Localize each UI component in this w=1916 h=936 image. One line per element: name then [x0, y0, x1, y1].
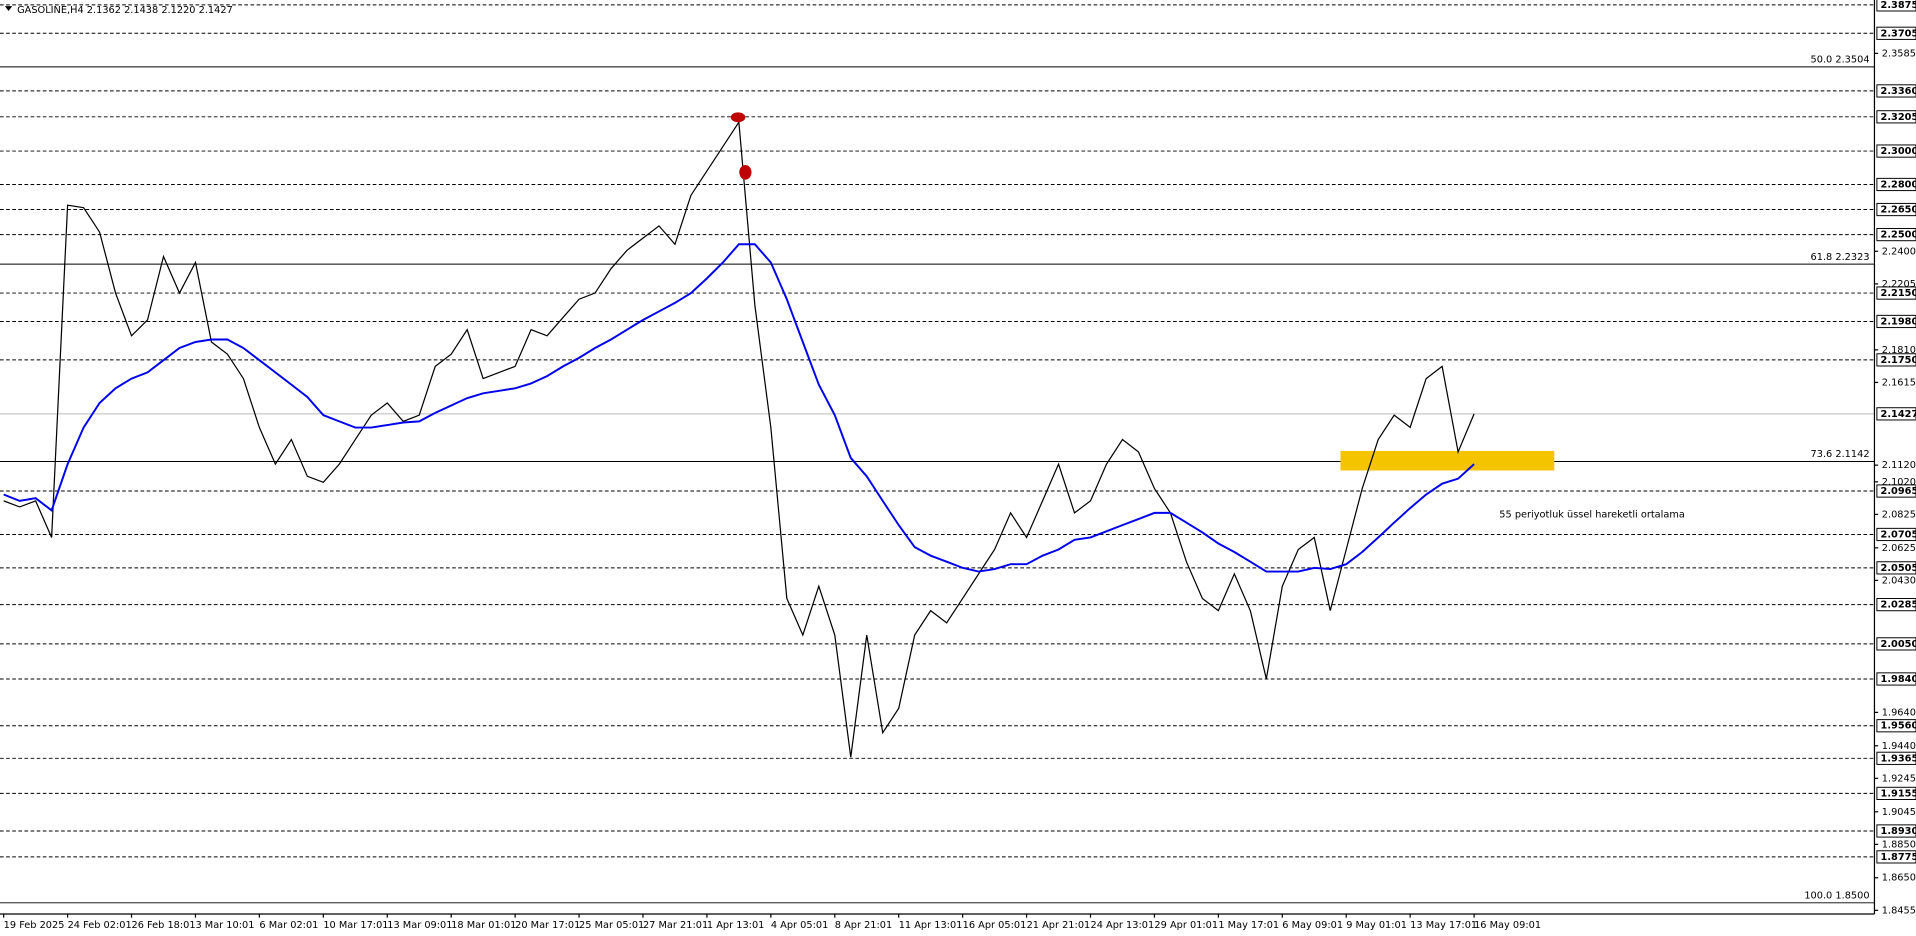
- x-tick-label: 18 Mar 01:01: [451, 920, 516, 931]
- y-tick-label: 1.8455: [1882, 905, 1916, 916]
- level-label: 2.0050: [1881, 639, 1916, 650]
- x-tick-label: 3 Mar 10:01: [195, 920, 254, 931]
- x-tick-label: 20 Mar 17:01: [515, 920, 580, 931]
- level-label: 2.0285: [1881, 600, 1916, 611]
- level-label: 2.3000: [1881, 146, 1916, 157]
- y-tick-label: 2.1120: [1882, 460, 1916, 471]
- y-tick-label: 1.9245: [1882, 773, 1916, 784]
- x-tick-label: 21 Apr 21:01: [1027, 920, 1091, 931]
- x-tick-label: 8 Apr 21:01: [835, 920, 892, 931]
- y-tick-label: 2.1810: [1882, 345, 1916, 356]
- fib-label: 61.8 2.2323: [1811, 252, 1870, 263]
- y-tick-label: 1.9640: [1882, 707, 1916, 718]
- level-label: 1.9365: [1881, 753, 1916, 764]
- level-label: 2.2650: [1881, 205, 1916, 216]
- x-tick-label: 24 Apr 13:01: [1091, 920, 1155, 931]
- y-tick-label: 2.2205: [1882, 279, 1916, 290]
- x-tick-label: 26 Feb 18:01: [132, 920, 196, 931]
- series-annotation: 55 periyotluk üssel hareketli ortalama: [1499, 509, 1685, 520]
- y-tick-label: 2.2400: [1882, 246, 1916, 257]
- x-tick-label: 11 Apr 13:01: [899, 920, 963, 931]
- level-label: 2.3360: [1881, 86, 1916, 97]
- current-price-label: 2.1427: [1881, 409, 1916, 420]
- highlight-zone: [1340, 450, 1555, 471]
- y-tick-label: 2.0430: [1882, 575, 1916, 586]
- level-label: 2.1750: [1881, 355, 1916, 366]
- marker: [739, 164, 752, 180]
- level-label: 1.8775: [1881, 852, 1916, 863]
- level-label: 2.2800: [1881, 179, 1916, 190]
- y-tick-label: 2.1615: [1882, 377, 1916, 388]
- level-label: 2.0505: [1881, 563, 1916, 574]
- y-tick-label: 2.0625: [1882, 543, 1916, 554]
- level-label: 2.0965: [1881, 486, 1916, 497]
- level-label: 1.8930: [1881, 826, 1916, 837]
- level-label: 2.0705: [1881, 529, 1916, 540]
- x-tick-label: 10 Mar 17:01: [323, 920, 388, 931]
- x-tick-label: 9 May 01:01: [1346, 920, 1407, 931]
- x-tick-label: 24 Feb 02:01: [68, 920, 132, 931]
- levels-layer: 50.0 2.3504 61.8 2.2323 73.6 2.1142 100.0 1…: [0, 4, 1875, 904]
- x-tick-label: 13 May 17:01: [1410, 920, 1477, 931]
- x-tick-label: 25 Mar 05:01: [579, 920, 644, 931]
- ema-line: [3, 243, 1475, 573]
- x-tick-label: 27 Mar 21:01: [643, 920, 708, 931]
- x-tick-label: 19 Feb 2025: [4, 920, 65, 931]
- level-label: 1.9840: [1881, 674, 1916, 685]
- level-label: 2.2500: [1881, 230, 1916, 241]
- marker: [730, 112, 746, 123]
- level-label: 2.2150: [1881, 288, 1916, 299]
- y-tick-label: 1.8850: [1882, 839, 1916, 850]
- x-tick-label: 1 May 17:01: [1218, 920, 1279, 931]
- x-tick-label: 13 Mar 09:01: [387, 920, 452, 931]
- level-label: 2.1980: [1881, 316, 1916, 327]
- level-label: 2.3705: [1881, 28, 1916, 39]
- fib-label: 73.6 2.1142: [1811, 449, 1870, 460]
- x-tick-label: 6 May 09:01: [1282, 920, 1343, 931]
- x-tick-label: 6 Mar 02:01: [259, 920, 318, 931]
- menu-triangle: [4, 6, 13, 11]
- y-tick-label: 1.9045: [1882, 807, 1916, 818]
- x-tick-label: 16 May 09:01: [1474, 920, 1541, 931]
- level-label: 2.3875: [1881, 0, 1916, 11]
- level-label: 1.9155: [1881, 788, 1916, 799]
- level-label: 2.3205: [1881, 112, 1916, 123]
- y-tick-label: 1.8650: [1882, 873, 1916, 884]
- y-tick-label: 2.0825: [1882, 509, 1916, 520]
- level-label: 1.9560: [1881, 721, 1916, 732]
- y-tick-label: 2.3585: [1882, 48, 1916, 59]
- chart-title: GASOLINE,H4 2.1362 2.1438 2.1220 2.1427: [17, 5, 233, 16]
- x-tick-label: 16 Apr 05:01: [963, 920, 1027, 931]
- x-tick-label: 4 Apr 05:01: [771, 920, 828, 931]
- fib-label: 50.0 2.3504: [1811, 55, 1870, 66]
- x-tick-label: 1 Apr 13:01: [707, 920, 764, 931]
- y-tick-label: 1.9440: [1882, 741, 1916, 752]
- fib-label: 100.0 1.8500: [1804, 890, 1869, 901]
- y-tick-label: 2.1020: [1882, 477, 1916, 488]
- x-tick-label: 29 Apr 01:01: [1154, 920, 1218, 931]
